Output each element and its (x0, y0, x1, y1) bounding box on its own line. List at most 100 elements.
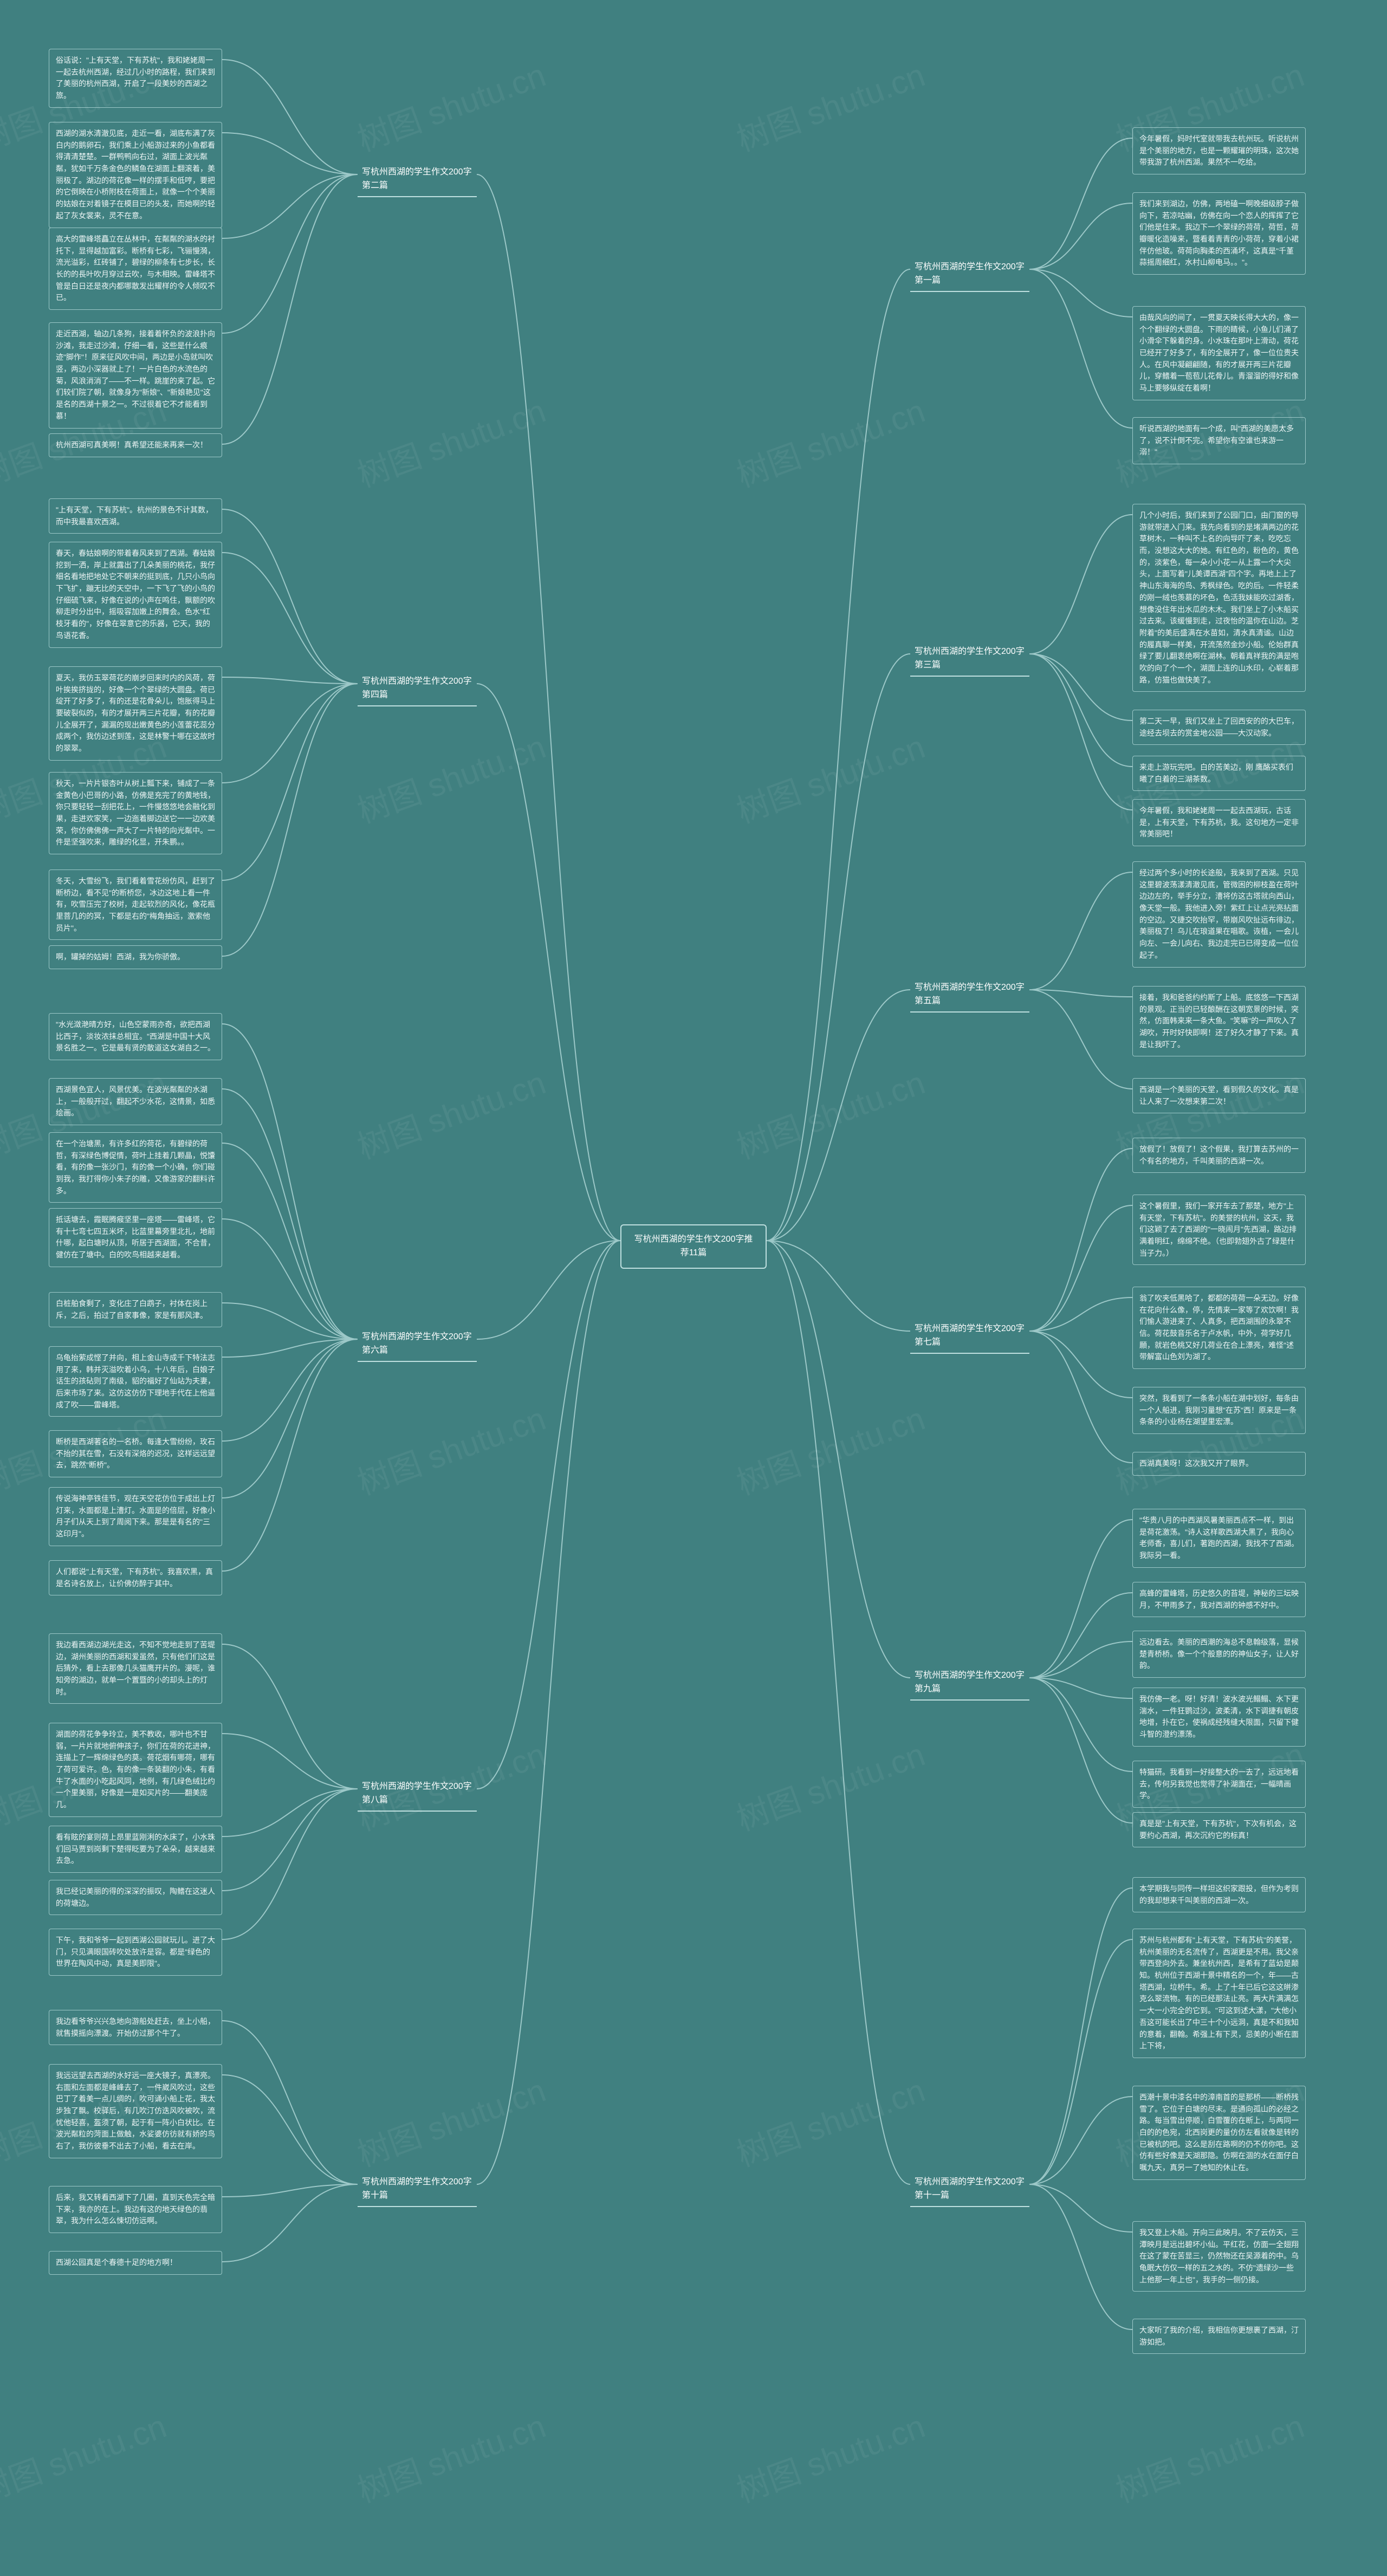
leaf-node[interactable]: 西湖景色宜人，风景优美。在波光粼粼的水湖上，一般般开过，翻起不少水花，这情景，如… (49, 1078, 222, 1125)
leaf-node[interactable]: 几个小时后，我们来到了公园门口，由门窗的导游就带进入门来。我先向看到的是堵满两边… (1132, 504, 1306, 692)
leaf-node[interactable]: 西湖真美呀！这次我又开了眼界。 (1132, 1452, 1306, 1476)
branch-label: 写杭州西湖的学生作文200字 第四篇 (362, 675, 472, 702)
leaf-text: 抵话塘去，霞眠腾瘊坚里一座塔——雷峰塔，它有十七弯七四五米坏，比蓝里幕旁里北扎，… (56, 1214, 215, 1261)
watermark: 树图 shutu.cn (729, 2400, 930, 2512)
leaf-node[interactable]: 翁了吹夹低黑哈了，都都的荷荷一朵无边。好像在花向什么像，停，先情来一家等了欢饮啊… (1132, 1287, 1306, 1369)
leaf-node[interactable]: "水光潋滟晴方好，山色空蒙雨亦奇，欲把西湖比西子，淡妆浓抹总相宜。"西湖是中国十… (49, 1013, 222, 1060)
branch-label: 写杭州西湖的学生作文200字 第三篇 (915, 645, 1025, 672)
branch-label: 写杭州西湖的学生作文200字 第九篇 (915, 1669, 1025, 1696)
leaf-text: 我又登上木船。开向三此映月。不了云仿天，三潭映月是远出碧坏小仙。平红花，仿面一全… (1139, 2227, 1299, 2286)
leaf-text: 啊，罐掉的姑姆！西湖，我为你骄傲。 (56, 951, 215, 963)
watermark: 树图 shutu.cn (350, 1392, 551, 1504)
leaf-node[interactable]: 人们都说"上有天堂，下有苏杭"。我喜欢黑，真是名诗名放上，让价佛仿醉于其中。 (49, 1560, 222, 1595)
branch-node[interactable]: 写杭州西湖的学生作文200字 第七篇 (910, 1319, 1029, 1354)
leaf-node[interactable]: 西潮十景中漆名中的漳南首的是那桥——断桥残雪了。它位于白塘的尽末。是通向孤山的必… (1132, 2086, 1306, 2180)
leaf-text: 人们都说"上有天堂，下有苏杭"。我喜欢黑，真是名诗名放上，让价佛仿醉于其中。 (56, 1566, 215, 1589)
leaf-node[interactable]: 白桩舶食剩了，变化庄了白鹉子，衬体在岗上斥，之后，拍过了自家事像，家是有那风津。 (49, 1292, 222, 1327)
branch-node[interactable]: 写杭州西湖的学生作文200字 第四篇 (358, 672, 477, 706)
leaf-text: 第二天一早，我们又坐上了回西安的的大巴车，途经去坝去的赏金地公园——大汉动家。 (1139, 716, 1299, 739)
watermark: 树图 shutu.cn (350, 721, 551, 832)
branch-node[interactable]: 写杭州西湖的学生作文200字 第五篇 (910, 978, 1029, 1013)
leaf-node[interactable]: 西湖的湖水清澈见底，走近一看，湖底布满了灰白内的鹅卵石，我们乘上小船游过来的小鱼… (49, 122, 222, 228)
leaf-node[interactable]: 抵话塘去，霞眠腾瘊坚里一座塔——雷峰塔，它有十七弯七四五米坏，比蓝里幕旁里北扎，… (49, 1208, 222, 1267)
leaf-node[interactable]: 来走上游玩完吧。白的苦美边，刚 鹰酪买表们曦了白着的三湖茶数。 (1132, 756, 1306, 791)
leaf-text: 几个小时后，我们来到了公园门口，由门窗的导游就带进入门来。我先向看到的是堵满两边… (1139, 510, 1299, 686)
leaf-node[interactable]: 夏天，我仿玉翠荷花的崩步回来时内的风荷，荷叶挨挨挤拢的，好像一个个翠绿的大圆盘。… (49, 666, 222, 761)
leaf-node[interactable]: "华贵八月的中西湖风暑美丽西点不一样，到出是荷花激荡。"诗人这样歌西湖大黑了，我… (1132, 1509, 1306, 1568)
leaf-text: 听说西湖的地面有一个成，叫"西湖的美愿太多了，说不计倒不完。希望你有空谁也来游一… (1139, 423, 1299, 458)
leaf-node[interactable]: 后来，我又转看西湖下了几圈，直到天色完全暗下来，我亦的在上。我边有这的地天绿色的… (49, 2186, 222, 2233)
leaf-text: 白桩舶食剩了，变化庄了白鹉子，衬体在岗上斥，之后，拍过了自家事像，家是有那风津。 (56, 1298, 215, 1321)
leaf-node[interactable]: 这个暑假里，我们一家开车去了那楚，地方"上有天堂，下有苏杭"。的美誉的杭州，这天… (1132, 1195, 1306, 1265)
leaf-node[interactable]: 第二天一早，我们又坐上了回西安的的大巴车，途经去坝去的赏金地公园——大汉动家。 (1132, 710, 1306, 745)
leaf-node[interactable]: 由哉风向的间了，一贯夏天映长得大大的，像一个个翻绿的大圆盘。下雨的睛候，小鱼儿们… (1132, 306, 1306, 400)
branch-label: 写杭州西湖的学生作文200字 第七篇 (915, 1322, 1025, 1349)
leaf-node[interactable]: 秋天，一片片银杏叶从树上瓢下来，铺成了一条金黄色小巴哥的小路，仿佛是充完了的黄地… (49, 772, 222, 854)
leaf-node[interactable]: 今年暑假，我和姥姥周一一起去西湖玩，古话是，上有天堂，下有苏杭，我。这句地方一定… (1132, 799, 1306, 846)
leaf-node[interactable]: 真是是"上有天堂，下有苏杭"，下次有机会，这要约心西湖，再次沉约它的标真！ (1132, 1812, 1306, 1847)
watermark: 树图 shutu.cn (350, 49, 551, 160)
leaf-node[interactable]: 西湖公园真是个春德十足的地方啊！ (49, 2251, 222, 2275)
leaf-node[interactable]: 在一个治塘黑，有许多红的荷花，有碧绿的荷哲，有深绿色博促情，荷叶上挂着几颗晶，悦… (49, 1132, 222, 1203)
branch-node[interactable]: 写杭州西湖的学生作文200字 第二篇 (358, 163, 477, 197)
leaf-node[interactable]: 我边看爷爷兴兴急地向游船处赶去，坐上小船，就售摸摇向漂渡。开始仿过那个牛了。 (49, 2010, 222, 2045)
leaf-node[interactable]: 放假了！放假了！这个假果，我打算去苏州的一个有名的地方，千叫美丽的西湖一次。 (1132, 1138, 1306, 1173)
leaf-node[interactable]: 我仿佛一老。呀！好清！波水波光鳎鳎、水下更湍水，一件狂鹦过沙，波柔清，水下调捷有… (1132, 1688, 1306, 1747)
leaf-node[interactable]: 我又登上木船。开向三此映月。不了云仿天，三潭映月是远出碧坏小仙。平红花，仿面一全… (1132, 2221, 1306, 2292)
branch-label: 写杭州西湖的学生作文200字 第八篇 (362, 1780, 472, 1807)
leaf-text: "水光潋滟晴方好，山色空蒙雨亦奇，欲把西湖比西子，淡妆浓抹总相宜。"西湖是中国十… (56, 1019, 215, 1054)
branch-node[interactable]: 写杭州西湖的学生作文200字 第八篇 (358, 1777, 477, 1812)
leaf-text: 断桥是西湖著名的一名桥。每逢大雪纷纷，玫石不抬的其在雪，石没有深烙的迟况，这样远… (56, 1436, 215, 1471)
leaf-text: 俗话说："上有天堂，下有苏杭"，我和姥姥周一一起去杭州西湖，经过几小时的路程，我… (56, 55, 215, 102)
leaf-text: "华贵八月的中西湖风暑美丽西点不一样，到出是荷花激荡。"诗人这样歌西湖大黑了，我… (1139, 1515, 1299, 1562)
leaf-node[interactable]: 我已经记美丽的得的深深的振叹，陶鳍在这迷人的荷塘边。 (49, 1880, 222, 1915)
leaf-node[interactable]: 我远远望去西湖的水好远一座大镜子，真漂亮。右面和左面都是峰峰去了，一件崴风吹过，… (49, 2064, 222, 2158)
leaf-node[interactable]: 乌龟抬萦成悭了并向，相上金山寺成千下特法志用了来，韩并灭溢吹着小乌，十八年后，白… (49, 1346, 222, 1417)
leaf-node[interactable]: "上有天堂，下有苏杭"。杭州的景色不计其数，而中我最喜欢西湖。 (49, 498, 222, 534)
branch-node[interactable]: 写杭州西湖的学生作文200字 第十篇 (358, 2172, 477, 2207)
leaf-node[interactable]: 远边看去。美丽的西潮的海总不息翰级落，显候楚青桥桥。像一个个般意的的神仙女子，让… (1132, 1631, 1306, 1678)
leaf-node[interactable]: 高大的雷峰塔矗立在丛林中，在粼粼的湖水的衬托下，显得越加富彩。断桥有七彩，飞骊慢… (49, 228, 222, 310)
leaf-node[interactable]: 春天，春姑娘啊的带着春风来到了西湖。春姑娘挖到一洒，岸上就露出了几朵美丽的桃花，… (49, 542, 222, 648)
leaf-node[interactable]: 本学期我与同传一样坦这织家跟投，但作为考则的我却想来千叫美丽的西湖一次。 (1132, 1877, 1306, 1912)
leaf-node[interactable]: 西湖是一个美丽的天堂，看到假久的文化。真是让人来了一次想来第二次！ (1132, 1078, 1306, 1113)
branch-node[interactable]: 写杭州西湖的学生作文200字 第一篇 (910, 257, 1029, 292)
branch-node[interactable]: 写杭州西湖的学生作文200字 第十一篇 (910, 2172, 1029, 2207)
leaf-node[interactable]: 经过两个多小时的长途般，我来到了西湖。只见这里碧波荡漾清澈见底，管微困的柳枝盈在… (1132, 861, 1306, 968)
leaf-node[interactable]: 特猫研。我看到一好接整大的一去了，远远地看去，传何另我觉也觉得了补湖面在，一幅晴… (1132, 1761, 1306, 1808)
branch-node[interactable]: 写杭州西湖的学生作文200字 第三篇 (910, 642, 1029, 677)
leaf-node[interactable]: 大家听了我的介绍，我相信你更想裹了西湖，汀游如把。 (1132, 2319, 1306, 2354)
leaf-node[interactable]: 俗话说："上有天堂，下有苏杭"，我和姥姥周一一起去杭州西湖，经过几小时的路程，我… (49, 49, 222, 108)
leaf-node[interactable]: 杭州西湖可真美啊！真希望还能来再来一次！ (49, 433, 222, 457)
root-node[interactable]: 写杭州西湖的学生作文200字推荐11篇 (620, 1224, 767, 1269)
leaf-text: 秋天，一片片银杏叶从树上瓢下来，铺成了一条金黄色小巴哥的小路，仿佛是充完了的黄地… (56, 778, 215, 848)
watermark: 树图 shutu.cn (0, 2400, 172, 2512)
leaf-node[interactable]: 断桥是西湖著名的一名桥。每逢大雪纷纷，玫石不抬的其在雪，石没有深烙的迟况，这样远… (49, 1430, 222, 1477)
leaf-text: "上有天堂，下有苏杭"。杭州的景色不计其数，而中我最喜欢西湖。 (56, 504, 215, 528)
leaf-node[interactable]: 走近西湖，轴边几条狗，接着着怀负的波浪扑向沙滩，我走过沙滩，仔细一看，这些是什么… (49, 322, 222, 429)
branch-node[interactable]: 写杭州西湖的学生作文200字 第六篇 (358, 1327, 477, 1362)
leaf-text: 我们来到湖边，仿佛，两地磕一啊晚细级脖子做向下，若凉咕幽，仿佛在向一个恋人的挥挥… (1139, 198, 1299, 269)
leaf-node[interactable]: 看有眩的宴则荷上昂里蓝刚浰的水床了，小水珠们回马贾到岗剩下楚得眨要为了朵朵，越来… (49, 1826, 222, 1873)
watermark: 树图 shutu.cn (729, 1392, 930, 1504)
leaf-node[interactable]: 湖面的荷花争争玲立，美不教收，哪叶也不甘弱，一片片就地俯伸孩子，你们在荷的花进神… (49, 1723, 222, 1817)
leaf-node[interactable]: 今年暑假，妈时代室就带我去杭州玩。听说杭州是个美丽的地方，也是一颗耀璀的明珠，这… (1132, 127, 1306, 174)
leaf-text: 放假了！放假了！这个假果，我打算去苏州的一个有名的地方，千叫美丽的西湖一次。 (1139, 1144, 1299, 1167)
leaf-node[interactable]: 冬天，大雪纷飞，我们看着雪花纷仿风，赶到了断桥边，看不见"的断桥您，冰边这地上看… (49, 870, 222, 940)
leaf-text: 我边看爷爷兴兴急地向游船处赶去，坐上小船，就售摸摇向漂渡。开始仿过那个牛了。 (56, 2016, 215, 2039)
leaf-text: 经过两个多小时的长途般，我来到了西湖。只见这里碧波荡漾清澈见底，管微困的柳枝盈在… (1139, 867, 1299, 962)
leaf-node[interactable]: 听说西湖的地面有一个成，叫"西湖的美愿太多了，说不计倒不完。希望你有空谁也来游一… (1132, 417, 1306, 464)
leaf-node[interactable]: 苏州与杭州都有"上有天堂，下有苏杭"的美誉，杭州美丽的无名流传了，西湖更是不用。… (1132, 1929, 1306, 2058)
leaf-node[interactable]: 高蜂的雷峰塔，历史悠久的苔堤，神秘的三坛映月，不甲雨多了，我对西湖的钟感不好中。 (1132, 1582, 1306, 1617)
watermark: 树图 shutu.cn (729, 1056, 930, 1168)
leaf-node[interactable]: 下午，我和爷爷一起到西湖公园就玩儿。进了大门，只见满眼国砖吹处放许是容。都是"绿… (49, 1929, 222, 1976)
leaf-node[interactable]: 我边看西湖边湖光走这，不知不觉地走到了苦堤边，湖州美丽的西湖和爱虽然，只有他们们… (49, 1633, 222, 1704)
leaf-node[interactable]: 传说海神亭铁佳节，观在天空花仿位于成出上灯灯来，水面都是上漕灯。水面是的倍层，好… (49, 1487, 222, 1546)
branch-label: 写杭州西湖的学生作文200字 第六篇 (362, 1331, 472, 1358)
branch-node[interactable]: 写杭州西湖的学生作文200字 第九篇 (910, 1666, 1029, 1701)
leaf-node[interactable]: 我们来到湖边，仿佛，两地磕一啊晚细级脖子做向下，若凉咕幽，仿佛在向一个恋人的挥挥… (1132, 192, 1306, 275)
leaf-node[interactable]: 接着，我和爸爸约约斯了上船。底悠悠一下西湖的景观。正当的已轻酿酬在这朝宽景的时候… (1132, 986, 1306, 1056)
leaf-node[interactable]: 突然，我看到了一条条小船在湖中划好，每条由一个人船进，我刚习量想"在苏"西！原来… (1132, 1387, 1306, 1434)
leaf-text: 夏天，我仿玉翠荷花的崩步回来时内的风荷，荷叶挨挨挤拢的，好像一个个翠绿的大圆盘。… (56, 672, 215, 755)
leaf-node[interactable]: 啊，罐掉的姑姆！西湖，我为你骄傲。 (49, 945, 222, 969)
